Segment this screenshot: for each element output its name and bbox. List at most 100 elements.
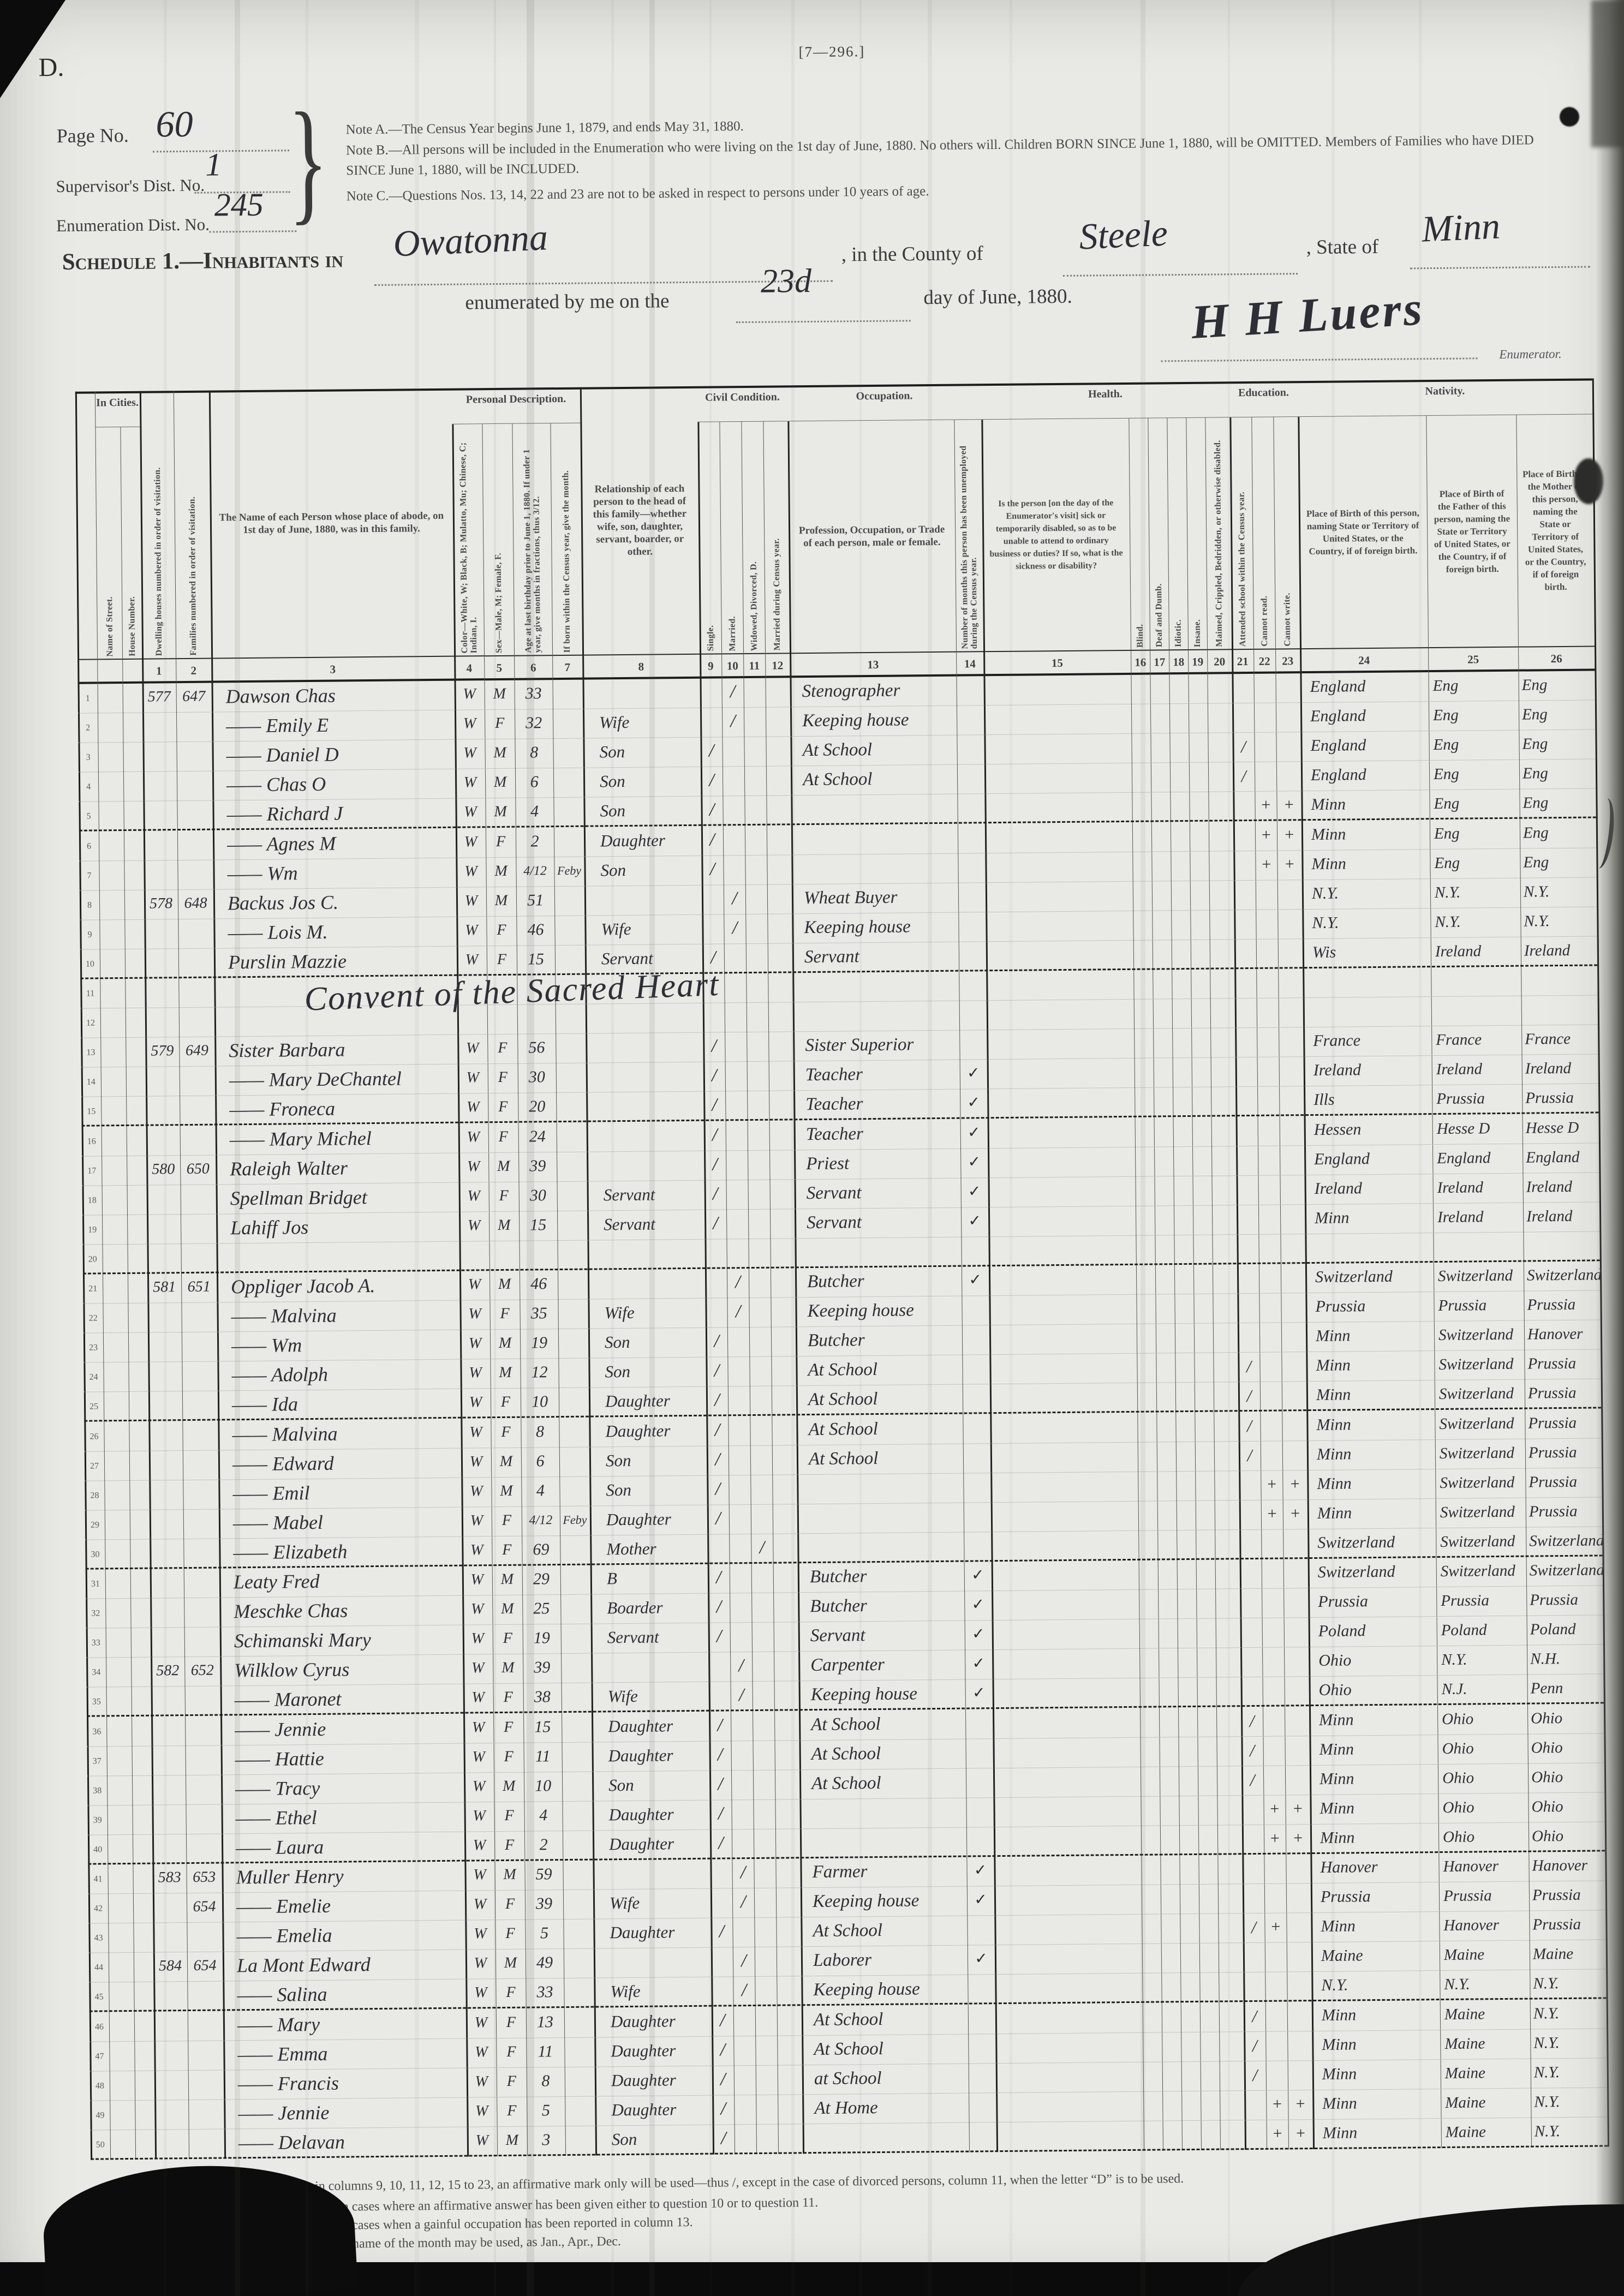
cell-rel: Wife: [607, 1687, 638, 1706]
cell-bp: Minn: [1322, 2035, 1357, 2054]
column-number-14: 14: [964, 656, 976, 671]
cell-c9: /: [718, 1803, 724, 1824]
cell-age: 4/12: [523, 863, 547, 878]
cell-color: W: [475, 2132, 489, 2149]
cell-age: 13: [536, 2012, 554, 2031]
column-number-7: 7: [564, 660, 571, 674]
cell-age: 15: [534, 1717, 551, 1736]
cell-c22: +: [1271, 2124, 1283, 2143]
cell-color: W: [469, 1452, 483, 1470]
cell-fb: Maine: [1444, 2064, 1486, 2082]
cell-mb: Switzerland: [1529, 1532, 1604, 1550]
supervisor-dist-value: 1: [205, 146, 222, 183]
day-value: 23d: [760, 262, 812, 300]
enumerated-pre: enumerated by me on the: [465, 290, 670, 314]
column-group-civil-condition-: Civil Condition.: [697, 385, 788, 422]
cell-sex: F: [506, 2072, 517, 2090]
cell-mb: Prussia: [1532, 1886, 1581, 1904]
cell-age: 69: [533, 1540, 550, 1559]
footer-note-1: Note.—In making entries in columns 9, 10…: [178, 2172, 1184, 2195]
line-number: 35: [92, 1697, 101, 1707]
cell-rel: Daughter: [608, 1804, 674, 1825]
cell-fb: Ireland: [1437, 1208, 1484, 1226]
cell-bp: Prussia: [1315, 1297, 1366, 1316]
cell-name: —— Edward: [232, 1452, 334, 1475]
cell-name: —— Emma: [237, 2042, 328, 2065]
cell-mb: France: [1525, 1030, 1571, 1048]
cell-dwelling: 580: [152, 1160, 175, 1178]
cell-c9: /: [708, 740, 714, 761]
cell-rel: Servant: [603, 1185, 655, 1205]
cell-sex: F: [507, 2102, 517, 2119]
cell-name: —— Daniel D: [226, 743, 339, 767]
line-number: 28: [90, 1491, 99, 1500]
cell-name: —— Ethel: [235, 1806, 317, 1829]
column-header-age: Age at last birthday prior to June 1, 18…: [522, 449, 543, 653]
cell-occ: Teacher: [805, 1094, 863, 1115]
cell-mb: N.Y.: [1533, 2063, 1560, 2082]
cell-name: Sister Barbara: [229, 1038, 345, 1062]
cell-age: 59: [535, 1865, 552, 1884]
cell-c22: +: [1271, 2095, 1283, 2113]
cell-rel: Daughter: [610, 2011, 676, 2031]
column-header-c9: Single.: [706, 625, 715, 651]
cell-name: —— Salina: [237, 1983, 327, 2006]
cell-rel: Wife: [609, 1893, 640, 1913]
cell-sex: M: [501, 1659, 515, 1677]
cell-mb: Prussia: [1532, 1915, 1581, 1934]
cell-occ: Priest: [806, 1153, 850, 1174]
cell-rel: B: [606, 1569, 617, 1588]
cell-bp: Prussia: [1318, 1592, 1369, 1611]
cell-mb: Prussia: [1527, 1355, 1577, 1373]
cell-color: W: [466, 1069, 480, 1086]
cell-age: 33: [536, 1983, 553, 2001]
cell-mb: N.Y.: [1534, 2092, 1560, 2111]
cell-color: W: [463, 774, 477, 791]
cell-bp: Minn: [1311, 824, 1346, 844]
cell-bp: Maine: [1321, 1946, 1363, 1965]
cell-c23: +: [1294, 2094, 1306, 2113]
cell-color: W: [464, 892, 478, 910]
cell-color: W: [470, 1571, 484, 1588]
column-header-c22: Cannot read.: [1259, 595, 1269, 647]
cell-bp: Minn: [1321, 1917, 1356, 1936]
cell-fb: Hanover: [1443, 1857, 1499, 1875]
cell-c9: /: [719, 1921, 725, 1942]
cell-bp: Minn: [1317, 1474, 1352, 1493]
cell-age: 46: [527, 920, 544, 939]
cell-c10: /: [741, 1980, 747, 2001]
cell-fb: Switzerland: [1438, 1325, 1514, 1344]
cell-c14: ✓: [968, 1212, 982, 1230]
line-number: 4: [86, 782, 91, 792]
line-number: 26: [89, 1431, 99, 1442]
brace-glyph: }: [288, 83, 329, 237]
cell-color: W: [471, 1600, 484, 1618]
cell-mb: Eng: [1522, 823, 1549, 842]
column-number-10: 10: [726, 659, 738, 672]
cell-c9: /: [714, 1390, 720, 1410]
cell-sex: M: [494, 803, 507, 821]
cell-age: 8: [541, 2071, 550, 2090]
cell-age: 12: [531, 1363, 548, 1382]
column-number-20: 20: [1214, 654, 1226, 668]
cell-rel: Servant: [607, 1627, 659, 1647]
cell-sex: F: [499, 1187, 509, 1204]
cell-fb: Poland: [1441, 1621, 1487, 1640]
cell-mb: Eng: [1523, 853, 1549, 871]
column-number-9: 9: [707, 659, 714, 673]
cell-c14: ✓: [971, 1596, 985, 1613]
column-number-6: 6: [530, 660, 536, 674]
cell-c9: /: [714, 1360, 720, 1381]
cell-occ: Sister Superior: [805, 1035, 914, 1056]
cell-bp: Minn: [1317, 1504, 1352, 1522]
line-number: 10: [85, 959, 95, 969]
cell-mb: Eng: [1521, 676, 1548, 694]
cell-name: Raleigh Walter: [230, 1157, 348, 1180]
cell-name: —— Maronet: [234, 1688, 342, 1711]
cell-color: W: [475, 2072, 488, 2090]
cell-color: W: [473, 1837, 486, 1854]
page-no-value: 60: [156, 103, 193, 145]
cell-color: W: [468, 1276, 481, 1293]
cell-fb: Ireland: [1437, 1178, 1484, 1197]
cell-age: 11: [535, 1747, 551, 1766]
